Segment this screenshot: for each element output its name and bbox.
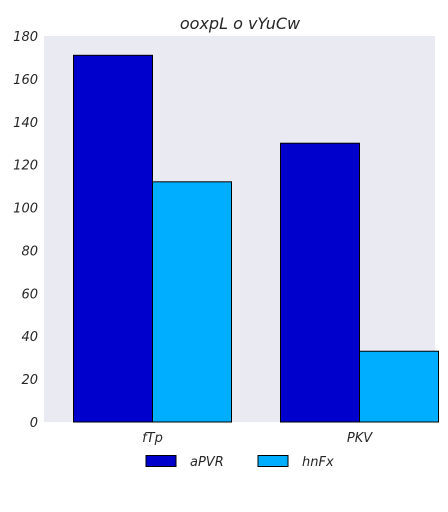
- chart-title: ooxpL o vYuCw: [180, 14, 301, 33]
- y-tick-label: 0: [30, 416, 38, 431]
- y-tick-label: 80: [21, 244, 38, 259]
- bar-hnFx-fTp: [152, 181, 232, 423]
- legend-label-hnFx: hnFx: [302, 455, 334, 470]
- legend-swatch-aPVR: [145, 455, 177, 467]
- y-tick-label: 180: [13, 30, 38, 45]
- y-axis: 0 20 40 60 80 100 120 140 160 180: [13, 30, 38, 431]
- bars-group: [73, 54, 439, 423]
- bar-aPVR-fTp: [73, 54, 153, 423]
- x-axis: fTp PKV: [142, 431, 373, 446]
- y-tick-label: 60: [21, 287, 38, 302]
- y-tick-label: 20: [21, 373, 38, 388]
- y-tick-label: 160: [13, 73, 38, 88]
- legend: aPVR hnFx: [145, 455, 334, 470]
- y-tick-label: 120: [13, 159, 38, 174]
- y-tick-label: 140: [13, 116, 38, 131]
- legend-label-aPVR: aPVR: [190, 455, 224, 470]
- y-tick-label: 40: [21, 330, 38, 345]
- legend-swatch-hnFx: [257, 455, 289, 467]
- x-tick-label: fTp: [142, 431, 163, 446]
- x-tick-label: PKV: [347, 431, 373, 446]
- bar-hnFx-PKV: [359, 350, 439, 423]
- y-tick-label: 100: [13, 202, 38, 217]
- bar-aPVR-PKV: [280, 142, 360, 423]
